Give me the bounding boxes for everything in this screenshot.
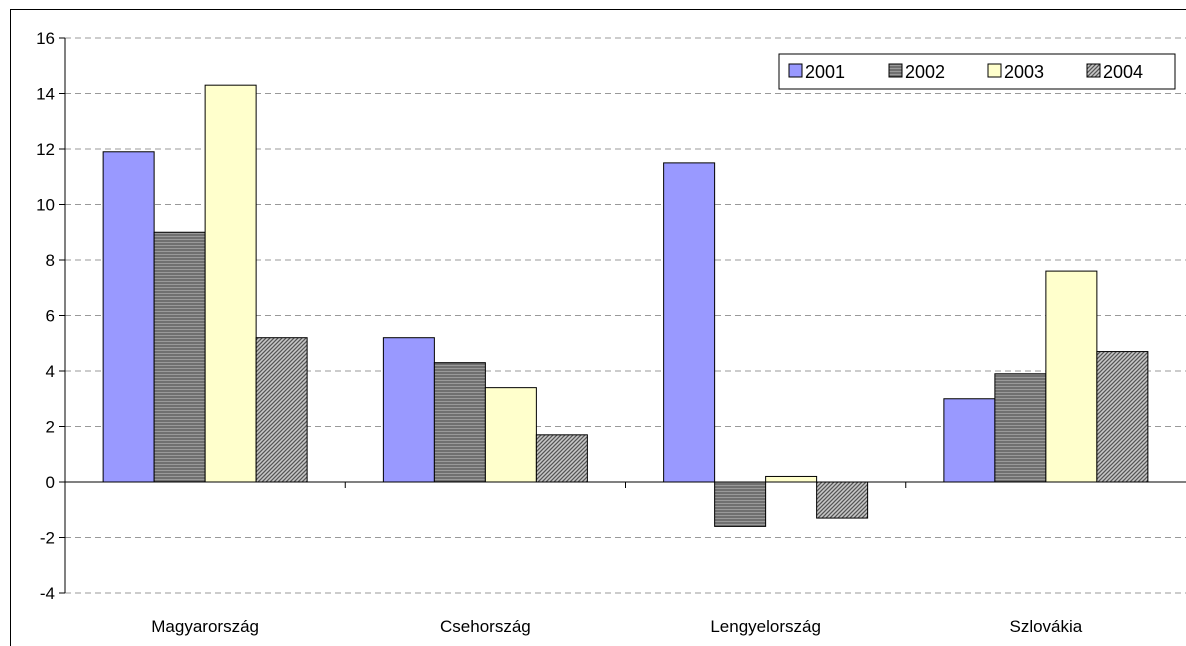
legend-label: 2004 — [1103, 62, 1143, 82]
y-tick-label: 10 — [36, 196, 55, 215]
bar-2001-0 — [102, 151, 155, 483]
legend-swatch-2004 — [1086, 63, 1101, 78]
bar-2004-1 — [535, 434, 588, 483]
y-tick-labels: 16 14 12 10 8 6 4 2 0 -2 -4 — [36, 29, 55, 603]
y-tick-label: 6 — [46, 307, 55, 326]
x-category-labels: Magyarország Csehország Lengyelország Szlov… — [151, 617, 1083, 636]
legend-label: 2002 — [905, 62, 945, 82]
y-tick-label: -4 — [40, 584, 55, 603]
bar-2002-1 — [433, 362, 486, 483]
legend-swatch-2001 — [788, 63, 803, 78]
bar-2002-3 — [994, 373, 1047, 483]
bar-2002-0 — [153, 231, 206, 483]
legend-box — [778, 53, 1176, 90]
y-tick-label: 12 — [36, 140, 55, 159]
bars — [102, 84, 1149, 527]
bar-2001-2 — [663, 162, 716, 483]
bar-2004-2 — [816, 481, 869, 519]
bar-2001-1 — [382, 337, 435, 483]
x-category-label: Magyarország — [151, 617, 259, 636]
bar-2003-2 — [765, 475, 818, 483]
y-tick-label: 0 — [46, 473, 55, 492]
x-category-label: Csehország — [440, 617, 531, 636]
y-tick-label: 8 — [46, 251, 55, 270]
legend-label: 2001 — [805, 62, 845, 82]
bar-2003-1 — [484, 387, 537, 483]
bar-2003-3 — [1045, 270, 1098, 483]
x-category-label: Szlovákia — [1009, 617, 1082, 636]
bar-2001-3 — [943, 398, 996, 483]
y-tick-label: 4 — [46, 362, 55, 381]
y-tick-label: 2 — [46, 418, 55, 437]
axes — [59, 37, 1186, 594]
y-tick-label: 14 — [36, 85, 55, 104]
x-category-label: Lengyelország — [710, 617, 821, 636]
bar-2004-0 — [255, 337, 308, 483]
bar-2003-0 — [204, 84, 257, 483]
bar-2004-3 — [1096, 351, 1149, 483]
y-tick-label: -2 — [40, 529, 55, 548]
legend-swatch-2002 — [888, 63, 903, 78]
y-tick-label: 16 — [36, 29, 55, 48]
legend: 2001 2002 2003 2004 — [778, 53, 1176, 90]
legend-label: 2003 — [1004, 62, 1044, 82]
legend-swatch-2003 — [987, 63, 1002, 78]
bar-2002-2 — [714, 481, 767, 527]
